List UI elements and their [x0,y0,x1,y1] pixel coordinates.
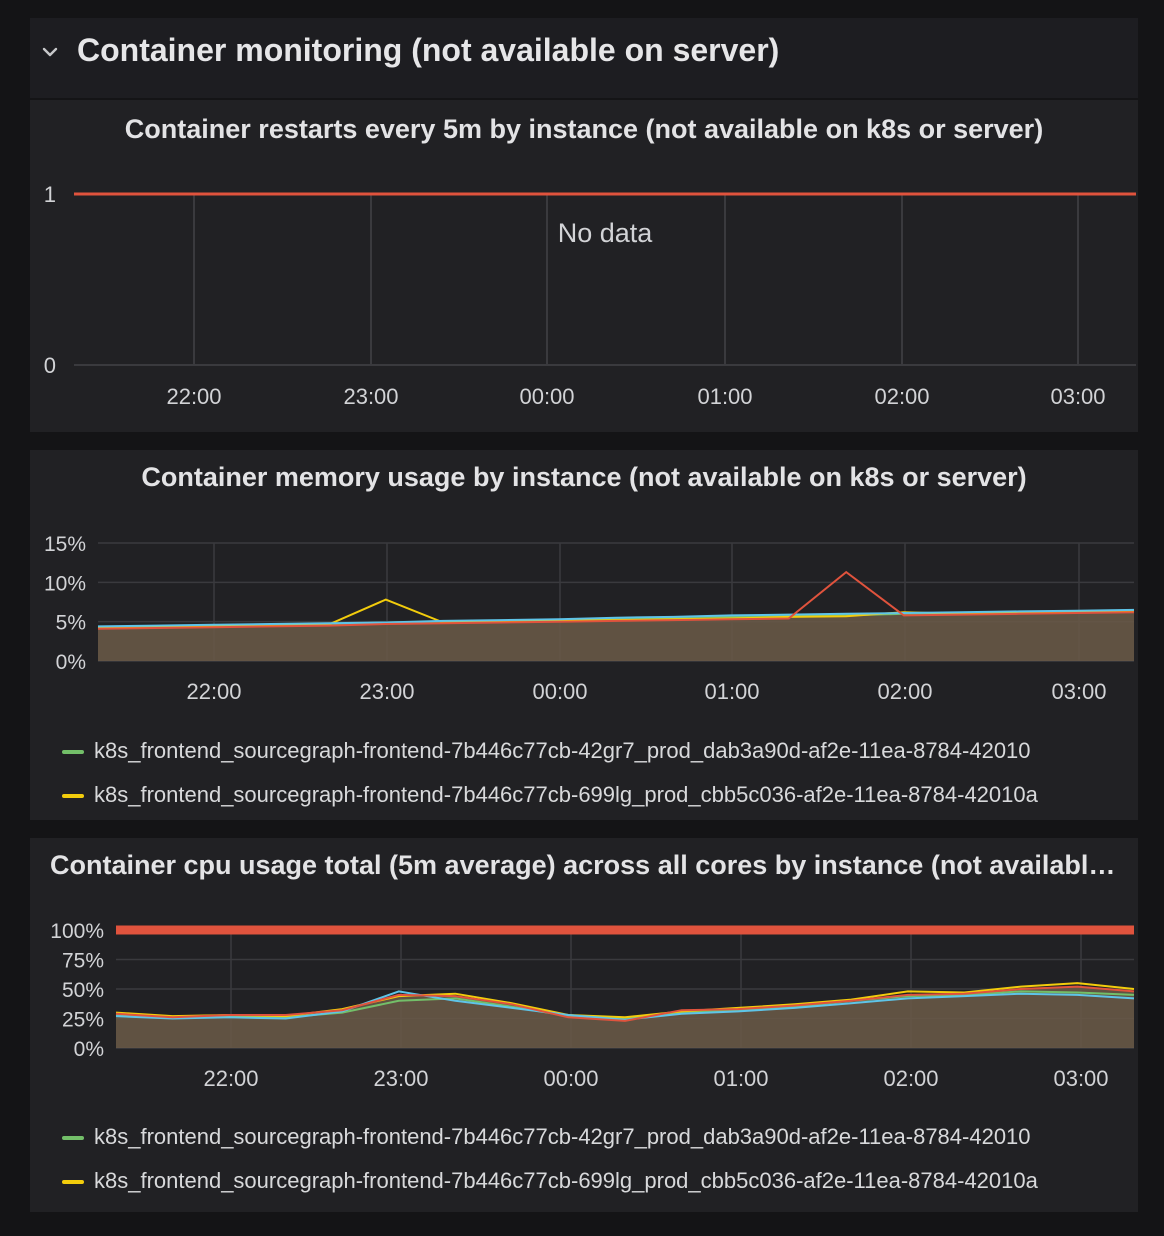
y-tick-label: 5% [56,612,86,635]
legend-swatch [62,794,84,798]
x-tick-label: 23:00 [373,1066,428,1091]
x-tick-label: 23:00 [359,679,414,704]
container-memory-panel: Container memory usage by instance (not … [30,450,1138,820]
x-tick-label: 23:00 [343,384,398,409]
x-tick-label: 02:00 [883,1066,938,1091]
series-line [115,985,1135,1022]
legend-label[interactable]: k8s_frontend_sourcegraph-frontend-7b446c… [94,1168,1038,1193]
series-line [115,990,1135,1021]
series-line [97,608,1135,628]
y-tick-label: 0 [44,353,56,378]
legend: k8s_frontend_sourcegraph-frontend-7b446c… [60,732,1138,820]
legend-item[interactable]: k8s_frontend_sourcegraph-frontend-7b446c… [60,776,1138,820]
x-tick-label: 22:00 [186,679,241,704]
row-header[interactable]: Container monitoring (not available on s… [30,18,1138,98]
x-tick-label: 00:00 [543,1066,598,1091]
area-fill [116,986,1134,1048]
y-tick-label: 25% [62,1009,104,1032]
legend-label[interactable]: k8s_frontend_sourcegraph-frontend-7b446c… [94,1124,1031,1149]
y-tick-label: 75% [62,950,104,973]
legend-swatch [62,750,84,754]
row-title[interactable]: Container monitoring (not available on s… [77,32,780,68]
legend-item[interactable]: k8s_frontend_sourcegraph-frontend-7b446c… [60,732,1138,776]
series-line [97,570,1135,630]
x-tick-label: 02:00 [877,679,932,704]
x-tick-label: 03:00 [1050,384,1105,409]
series-line [115,990,1135,1020]
chevron-down-icon[interactable] [40,42,60,62]
x-tick-label: 03:00 [1051,679,1106,704]
container-memory-chart: 0% 5% 10% 15% 22:00 23:00 00:00 01:00 02:00 03:00 [44,533,1135,704]
x-tick-label: 22:00 [166,384,221,409]
y-tick-label: 100% [50,920,104,943]
x-tick-label: 01:00 [704,679,759,704]
y-tick-label: 0% [56,651,86,674]
x-tick-label: 01:00 [697,384,752,409]
container-restarts-panel: Container restarts every 5m by instance … [30,100,1138,432]
x-tick-label: 00:00 [519,384,574,409]
series-line [115,982,1135,1019]
legend-label[interactable]: k8s_frontend_sourcegraph-frontend-7b446c… [94,738,1031,763]
container-restarts-chart: 22:00 23:00 00:00 01:00 02:00 03:00 0 1 No data [44,182,1136,409]
y-tick-label: 10% [44,572,86,595]
legend-swatch [62,1180,84,1184]
legend-item[interactable]: k8s_frontend_sourcegraph-frontend-7b446c… [60,1162,1138,1206]
x-tick-label: 22:00 [203,1066,258,1091]
legend: k8s_frontend_sourcegraph-frontend-7b446c… [60,1118,1138,1206]
legend-label[interactable]: k8s_frontend_sourcegraph-frontend-7b446c… [94,782,1038,807]
x-tick-label: 02:00 [874,384,929,409]
x-tick-label: 00:00 [532,679,587,704]
container-cpu-chart: 0% 25% 50% 75% 100% 22:00 23:00 00:00 01:00 02:00… [50,920,1135,1091]
y-tick-label: 0% [74,1038,104,1061]
x-tick-label: 01:00 [713,1066,768,1091]
y-tick-label: 1 [44,182,56,207]
legend-item[interactable]: k8s_frontend_sourcegraph-frontend-7b446c… [60,1118,1138,1162]
legend-swatch [62,1136,84,1140]
y-tick-label: 15% [44,533,86,556]
y-tick-label: 50% [62,979,104,1002]
container-cpu-panel: Container cpu usage total (5m average) a… [30,838,1138,1212]
x-tick-label: 03:00 [1053,1066,1108,1091]
no-data-label: No data [558,218,654,248]
